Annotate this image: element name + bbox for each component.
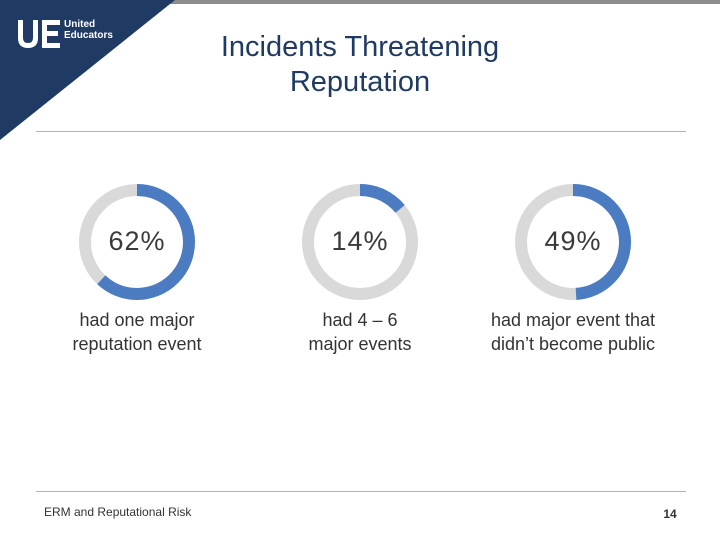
donut-value-label-1: 62% [108, 226, 166, 256]
ue-logo-icon [18, 20, 60, 48]
caption-2-line-2: major events [308, 334, 412, 354]
donut-caption-3: had major event that didn’t become publi… [473, 308, 673, 356]
logo-line-1: United [64, 19, 96, 30]
donut-caption-1: had one major reputation event [37, 308, 237, 356]
donut-value-label-2: 14% [331, 226, 389, 256]
title-line-1: Incidents Threatening [220, 31, 500, 63]
donut-caption-2: had 4 – 6 major events [260, 308, 460, 356]
donut-arc-2 [302, 184, 418, 300]
donut-charts [79, 184, 631, 300]
top-accent-bar [160, 0, 720, 4]
logo-wordmark: United Educators [64, 19, 113, 41]
donut-value-label-3: 49% [544, 226, 602, 256]
caption-3-line-2: didn’t become public [490, 334, 656, 354]
united-educators-logo [14, 16, 110, 56]
caption-1-line-2: reputation event [72, 334, 202, 354]
title-divider [36, 131, 686, 132]
caption-3-line-1: had major event that [490, 310, 656, 330]
donut-arc-1 [79, 184, 195, 300]
footer-divider [36, 491, 686, 492]
footer-text: ERM and Reputational Risk [44, 505, 192, 519]
caption-2-line-1: had 4 – 6 [322, 310, 398, 330]
page-title: Incidents Threatening Reputation [140, 30, 580, 100]
logo-line-2: Educators [64, 30, 113, 41]
title-line-2: Reputation [289, 66, 431, 98]
caption-1-line-1: had one major [79, 310, 195, 330]
donut-arc-3 [515, 184, 631, 300]
page-number: 14 [663, 507, 677, 521]
